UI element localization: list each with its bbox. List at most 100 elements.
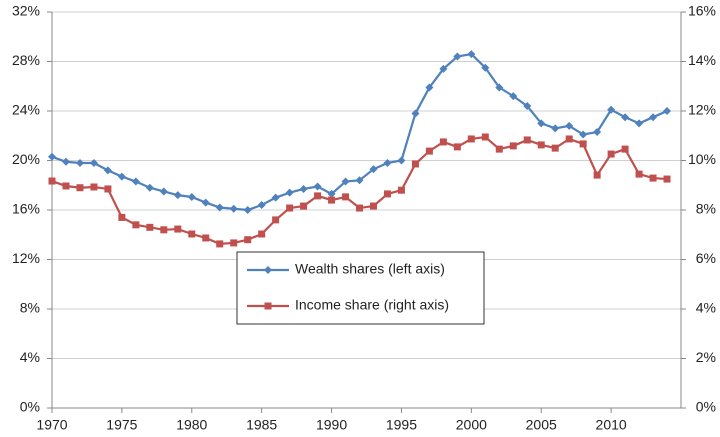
marker — [230, 239, 238, 247]
marker — [299, 184, 308, 193]
x-tick-label: 1990 — [316, 417, 347, 433]
marker — [439, 64, 448, 73]
y2-tick-label: 12% — [688, 102, 716, 118]
legend-label: Income share (right axis) — [295, 297, 449, 313]
marker — [62, 182, 70, 190]
marker — [523, 136, 531, 144]
x-tick-label: 2005 — [526, 417, 557, 433]
marker — [132, 221, 140, 229]
marker — [286, 204, 294, 212]
marker — [356, 204, 364, 212]
marker — [383, 190, 391, 198]
marker — [104, 185, 112, 193]
y2-tick-label: 10% — [688, 151, 716, 167]
x-tick-label: 2000 — [456, 417, 487, 433]
marker — [173, 191, 182, 200]
y-tick-label: 4% — [20, 349, 40, 365]
x-tick-label: 1995 — [386, 417, 417, 433]
marker — [202, 234, 210, 242]
y-tick-label: 28% — [12, 52, 40, 68]
marker — [341, 177, 350, 186]
y-tick-label: 8% — [20, 300, 40, 316]
legend-label: Wealth shares (left axis) — [295, 261, 445, 277]
marker — [187, 193, 196, 202]
marker — [495, 145, 503, 153]
marker — [481, 133, 489, 141]
series-line — [51, 52, 668, 212]
marker — [48, 177, 56, 185]
marker — [257, 201, 266, 210]
marker — [174, 225, 182, 233]
marker — [537, 141, 545, 149]
marker — [453, 52, 462, 61]
marker — [146, 223, 154, 231]
marker — [635, 119, 644, 128]
marker — [131, 177, 140, 186]
marker — [383, 158, 392, 167]
y2-tick-label: 4% — [696, 300, 716, 316]
y2-tick-label: 14% — [688, 52, 716, 68]
marker — [495, 83, 504, 92]
marker — [607, 105, 616, 114]
marker — [551, 124, 560, 133]
y2-tick-label: 6% — [696, 250, 716, 266]
marker — [264, 266, 272, 274]
y-tick-label: 20% — [12, 151, 40, 167]
marker — [425, 83, 434, 92]
marker — [621, 113, 630, 122]
y-tick-label: 12% — [12, 250, 40, 266]
marker — [579, 140, 587, 148]
marker — [425, 147, 433, 155]
y2-tick-label: 16% — [688, 3, 716, 19]
marker — [579, 130, 588, 139]
marker — [467, 135, 475, 143]
marker — [258, 230, 266, 238]
marker — [188, 230, 196, 238]
marker — [103, 166, 112, 175]
marker — [397, 186, 405, 194]
marker — [76, 184, 84, 192]
marker — [523, 102, 532, 111]
marker — [75, 158, 84, 167]
marker — [509, 92, 518, 101]
marker — [551, 144, 559, 152]
y-tick-label: 0% — [20, 399, 40, 415]
legend-box — [236, 251, 485, 325]
marker — [537, 119, 546, 128]
marker — [89, 158, 98, 167]
marker — [313, 182, 322, 191]
marker — [453, 143, 461, 151]
marker — [649, 174, 657, 182]
marker — [649, 113, 658, 122]
marker — [201, 198, 210, 207]
series-line — [51, 135, 668, 246]
marker — [272, 216, 280, 224]
marker — [369, 202, 377, 210]
marker — [264, 302, 272, 310]
y-tick-label: 32% — [12, 3, 40, 19]
marker — [411, 160, 419, 168]
marker — [328, 196, 336, 204]
marker — [61, 157, 70, 166]
y2-tick-label: 8% — [696, 201, 716, 217]
marker — [607, 150, 615, 158]
marker — [355, 176, 364, 185]
marker — [565, 121, 574, 130]
x-tick-label: 2010 — [596, 417, 627, 433]
marker — [145, 183, 154, 192]
y-tick-label: 16% — [12, 201, 40, 217]
y-tick-label: 24% — [12, 102, 40, 118]
y2-tick-label: 2% — [696, 349, 716, 365]
y2-tick-label: 0% — [696, 399, 716, 415]
marker — [271, 193, 280, 202]
marker — [244, 236, 252, 244]
marker — [314, 192, 322, 200]
x-tick-label: 1980 — [176, 417, 207, 433]
marker — [565, 135, 573, 143]
x-tick-label: 1975 — [106, 417, 137, 433]
marker — [411, 109, 420, 118]
marker — [342, 193, 350, 201]
marker — [663, 107, 672, 115]
marker — [481, 63, 490, 72]
marker — [215, 203, 224, 212]
